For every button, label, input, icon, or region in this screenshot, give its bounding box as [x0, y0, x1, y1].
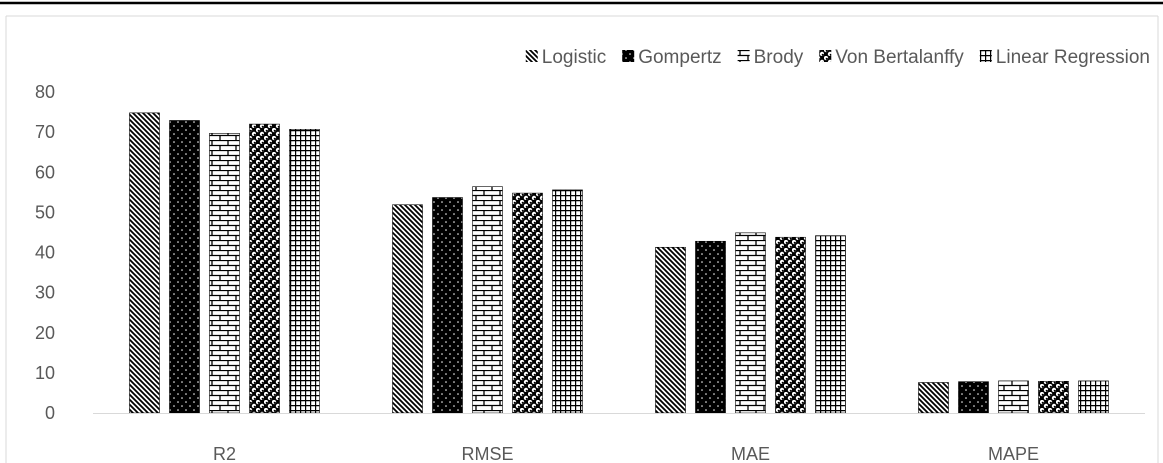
plot-area	[129, 112, 1109, 414]
legend-item: Gompertz	[622, 47, 722, 68]
x-axis: R2 RMSE MAE MAPE	[213, 444, 1039, 463]
bar-rmse-brody	[472, 186, 503, 414]
legend-swatch	[737, 50, 750, 62]
legend-item: Brody	[737, 47, 804, 68]
legend-item: Von Bertalanffy	[819, 47, 964, 68]
bar-r2-linear-regression	[289, 129, 320, 414]
y-tick-label: 80	[35, 82, 55, 102]
bar-r2-von-bertalanffy	[249, 123, 280, 414]
y-tick-label: 10	[35, 363, 55, 383]
legend-swatch	[819, 50, 832, 62]
bar-mae-linear-regression	[815, 235, 846, 414]
bar-r2-logistic	[129, 112, 160, 414]
bar-rmse-linear-regression	[552, 189, 583, 414]
bar-r2-brody	[209, 133, 240, 414]
bar-mae-gompertz	[695, 240, 726, 414]
legend-label: Brody	[754, 47, 804, 68]
y-tick-label: 50	[35, 202, 55, 222]
legend-label: Gompertz	[638, 47, 721, 68]
y-tick-label: 30	[35, 283, 55, 303]
legend-label: Logistic	[542, 47, 606, 68]
legend-swatch	[979, 50, 992, 62]
bar-mae-logistic	[655, 246, 686, 414]
x-tick-label: MAPE	[988, 444, 1039, 463]
y-tick-label: 40	[35, 243, 55, 263]
bar-mape-gompertz	[958, 381, 989, 414]
legend-item: Linear Regression	[979, 47, 1150, 68]
y-axis: 0 10 20 30 40 50 60 70 80	[35, 82, 55, 423]
bar-rmse-von-bertalanffy	[512, 192, 543, 414]
legend-label: Linear Regression	[996, 47, 1150, 68]
y-tick-label: 60	[35, 162, 55, 182]
legend: Logistic Gompertz Brody Von Bertalanffy Line…	[525, 47, 1150, 68]
bar-rmse-gompertz	[432, 197, 463, 414]
x-tick-label: R2	[213, 444, 236, 463]
x-tick-label: MAE	[731, 444, 770, 463]
y-tick-label: 20	[35, 323, 55, 343]
bar-mape-logistic	[918, 382, 949, 414]
bar-r2-gompertz	[169, 120, 200, 414]
legend-swatch	[622, 50, 635, 62]
x-tick-label: RMSE	[461, 444, 513, 463]
legend-label: Von Bertalanffy	[835, 47, 964, 68]
y-tick-label: 70	[35, 122, 55, 142]
legend-item: Logistic	[525, 47, 606, 68]
bar-mape-von-bertalanffy	[1038, 381, 1069, 414]
y-tick-label: 0	[45, 403, 55, 423]
bar-mae-brody	[735, 232, 766, 414]
bar-rmse-logistic	[392, 204, 423, 414]
bar-mae-von-bertalanffy	[775, 236, 806, 414]
bar-mape-linear-regression	[1078, 380, 1109, 414]
legend-swatch	[525, 50, 538, 62]
bar-mape-brody	[998, 380, 1029, 414]
